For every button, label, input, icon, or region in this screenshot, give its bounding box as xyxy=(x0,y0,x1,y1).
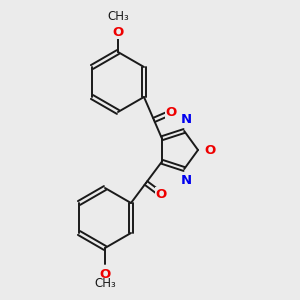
Text: N: N xyxy=(181,113,192,126)
Text: O: O xyxy=(166,106,177,119)
Text: O: O xyxy=(112,26,124,38)
Text: CH₃: CH₃ xyxy=(107,10,129,23)
Text: O: O xyxy=(155,188,167,201)
Text: N: N xyxy=(181,174,192,187)
Text: CH₃: CH₃ xyxy=(94,277,116,290)
Text: O: O xyxy=(204,143,215,157)
Text: O: O xyxy=(99,268,111,281)
